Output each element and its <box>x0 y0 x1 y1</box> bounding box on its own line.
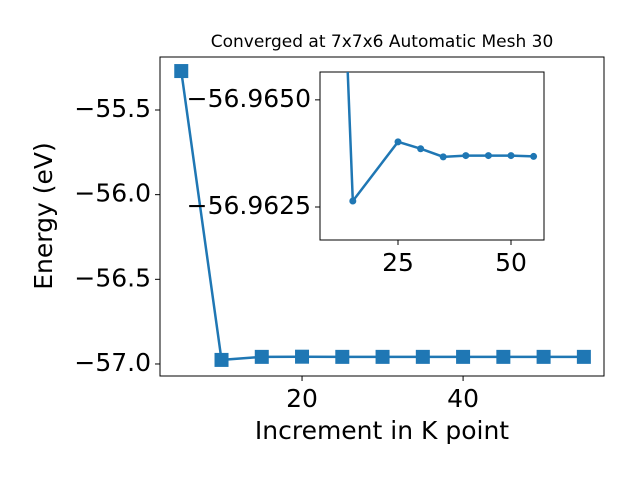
marker <box>415 349 430 364</box>
marker <box>335 349 350 364</box>
marker <box>536 349 551 364</box>
marker <box>295 349 310 364</box>
y-tick-label: −55.5 <box>74 94 151 123</box>
series-group <box>174 64 591 367</box>
x-tick-label: 50 <box>495 248 527 277</box>
marker <box>496 349 511 364</box>
marker <box>174 64 189 79</box>
series-group <box>346 72 538 205</box>
y-tick-label: −56.5 <box>74 263 151 292</box>
y-tick-label: −56.9650 <box>187 84 311 113</box>
x-tick-label: 40 <box>447 384 479 413</box>
marker <box>439 153 447 161</box>
marker <box>394 138 402 146</box>
marker <box>214 352 229 367</box>
marker <box>375 349 390 364</box>
marker <box>462 152 470 160</box>
marker <box>576 349 591 364</box>
y-tick-label: −56.9625 <box>187 191 311 220</box>
y-axis-label: Energy (eV) <box>29 142 58 289</box>
marker <box>417 145 425 153</box>
marker <box>456 349 471 364</box>
y-tick-label: −57.0 <box>74 348 151 377</box>
chart-title: Converged at 7x7x6 Automatic Mesh 30 <box>211 32 554 52</box>
marker <box>349 197 357 205</box>
y-tick-label: −56.0 <box>74 179 151 208</box>
marker <box>254 349 269 364</box>
marker <box>507 152 515 160</box>
x-tick-label: 25 <box>382 248 414 277</box>
marker <box>530 152 538 160</box>
x-axis-label: Increment in K point <box>255 416 509 445</box>
marker <box>484 152 492 160</box>
x-tick-label: 20 <box>286 384 318 413</box>
